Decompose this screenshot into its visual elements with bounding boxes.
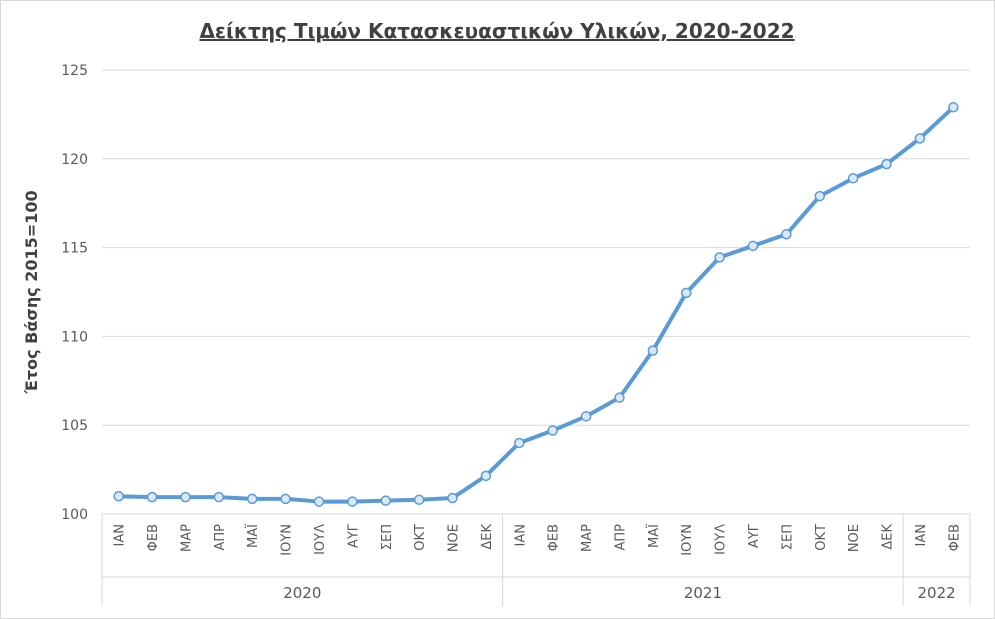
data-point [781,229,792,240]
data-point [680,287,692,299]
data-point [948,102,959,113]
y-tick-label: 115 [61,241,88,257]
x-tick-label: ΝΟΕ [447,524,462,552]
data-point [814,190,826,202]
data-point [246,493,258,505]
year-group-label: 2021 [684,584,722,602]
x-tick-label: ΔΕΚ [480,524,495,550]
x-tick-label: ΜΑΡ [179,524,194,552]
data-point [714,252,725,263]
x-tick-label: ΜΑΡ [580,524,595,552]
data-point [180,491,191,503]
data-point [547,425,558,436]
x-tick-label: ΔΕΚ [881,524,896,550]
x-tick-label: ΟΚΤ [413,524,428,551]
x-tick-label: ΙΟΥΝ [680,524,695,556]
data-point [447,492,458,504]
y-tick-label: 100 [61,507,88,523]
data-point [914,133,926,144]
x-tick-label: ΙΟΥΛ [313,524,328,555]
x-tick-label: ΟΚΤ [814,524,829,551]
x-tick-label: ΙΟΥΛ [714,524,729,555]
x-tick-label: ΙΑΝ [914,524,929,546]
data-point [847,173,859,184]
data-point [313,496,325,507]
gridlines [102,69,970,515]
x-tick-label: ΑΥΓ [747,523,762,548]
year-group-label: 2020 [283,584,321,602]
data-point [881,158,892,170]
data-point [413,494,425,506]
y-axis-label: Έτος Βάσης 2015=100 [22,190,41,394]
data-point [213,491,225,503]
data-point [514,437,525,449]
x-tick-label: ΦΕΒ [547,524,562,551]
y-tick-label: 105 [61,418,88,434]
year-group-label: 2022 [918,584,956,602]
x-tick-label: ΑΠΡ [213,524,228,551]
x-tick-label: ΙΑΝ [513,524,528,546]
data-point [280,493,291,505]
x-tick-label: ΑΠΡ [613,524,628,551]
x-tick-label: ΣΕΠ [380,524,395,550]
x-tick-label: ΣΕΠ [780,524,795,550]
data-point [647,345,659,356]
x-tick-label: ΦΕΒ [947,524,962,551]
data-point [380,495,392,506]
x-tick-label: ΙΟΥΝ [280,524,295,556]
series-layer [113,102,959,507]
x-tick-label: ΝΟΕ [847,524,862,552]
x-tick-label: ΦΕΒ [146,524,161,551]
series-line [116,105,956,504]
y-tick-label: 125 [61,63,88,79]
x-tick-label: ΑΥΓ [346,523,361,548]
x-tick-label: ΜΑΪ [245,524,261,548]
x-tick-label: ΙΑΝ [113,524,128,546]
data-point [347,496,358,507]
data-point [747,240,759,252]
data-point [480,470,492,482]
data-point [580,411,592,422]
axes: 100 105 110 115 120 125 ΙΑΝ ΦΕΒ ΜΑΡ ΑΠΡ ΜΑΪ ΙΟΥΝ ΙΟΥ… [61,63,971,606]
data-point [146,491,158,503]
x-tick-label: ΜΑΪ [646,524,662,548]
data-point [113,490,124,502]
y-tick-label: 120 [61,152,88,168]
y-tick-label: 110 [61,329,88,345]
chart-title: Δείκτης Τιμών Κατασκευαστικών Υλικών, 20… [199,19,794,43]
data-point [614,392,625,403]
